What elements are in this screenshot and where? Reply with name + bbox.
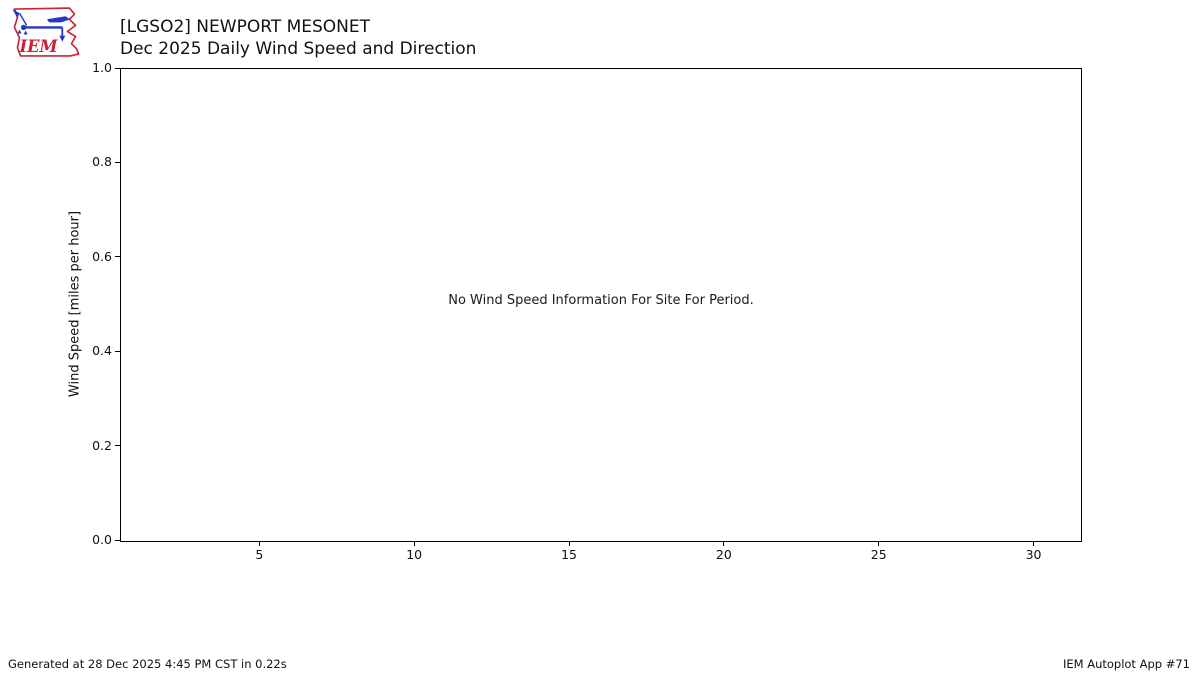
x-tick-mark [723, 541, 725, 546]
x-tick-mark [258, 541, 260, 546]
y-tick-mark [115, 161, 120, 163]
y-tick-label: 1.0 [92, 60, 112, 75]
chart-title: [LGSO2] NEWPORT MESONET Dec 2025 Daily W… [120, 16, 476, 60]
x-tick-label: 30 [1025, 547, 1042, 562]
y-tick-mark [115, 350, 120, 352]
y-tick-label: 0.2 [92, 437, 112, 453]
iem-logo: IEM [12, 7, 80, 57]
iem-wordmark: IEM [19, 37, 59, 56]
y-tick-label: 0.8 [92, 154, 112, 170]
x-tick-mark [1033, 541, 1035, 546]
weather-vane-icon [12, 9, 71, 42]
app-credit: IEM Autoplot App #71 [1062, 657, 1190, 671]
x-tick-mark [413, 541, 415, 546]
y-tick-mark [115, 67, 120, 69]
x-tick-label: 5 [255, 547, 264, 562]
y-axis-label: Wind Speed [miles per hour] [67, 210, 83, 398]
x-tick-mark [568, 541, 570, 546]
no-data-message: No Wind Speed Information For Site For P… [448, 292, 754, 308]
x-tick-label: 25 [870, 547, 887, 562]
chart-title-line1: [LGSO2] NEWPORT MESONET [120, 17, 370, 37]
y-tick-mark [115, 256, 120, 258]
y-tick-label: 0.0 [92, 532, 112, 547]
y-tick-label: 0.4 [92, 343, 112, 359]
x-tick-label: 20 [715, 547, 732, 562]
plot-area: No Wind Speed Information For Site For P… [120, 68, 1082, 542]
x-tick-label: 15 [561, 547, 577, 562]
y-tick-label: 0.6 [92, 248, 112, 264]
x-tick-label: 10 [406, 547, 423, 562]
y-tick-mark [115, 539, 120, 541]
chart-title-line2: Dec 2025 Daily Wind Speed and Direction [120, 39, 477, 59]
generated-timestamp: Generated at 28 Dec 2025 4:45 PM CST in … [8, 657, 287, 671]
x-tick-mark [878, 541, 880, 546]
y-tick-mark [115, 445, 120, 447]
